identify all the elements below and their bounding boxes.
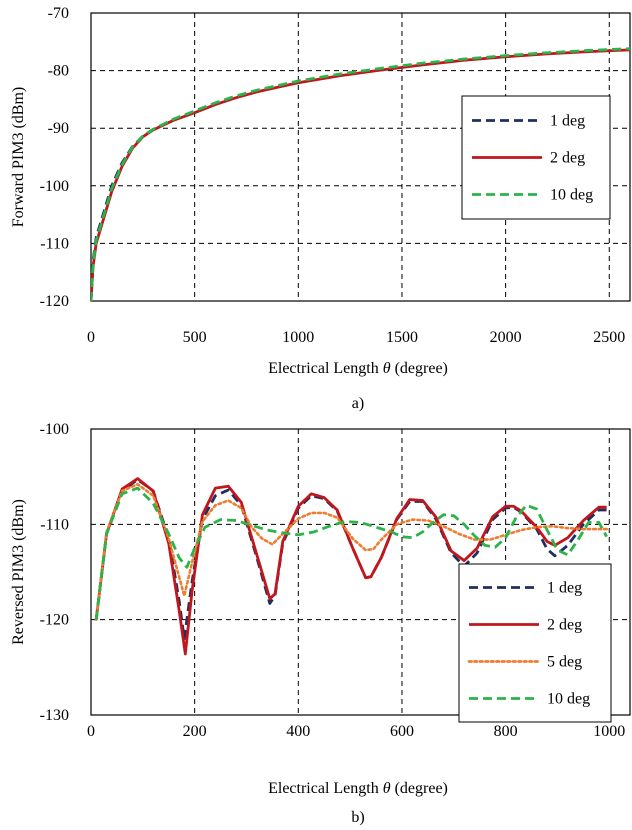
chart-a-ytick-label: -100: [40, 178, 69, 195]
chart-b-series-5-deg: [94, 482, 608, 621]
chart-a-xtick-label: 500: [183, 329, 207, 346]
chart-a-ytick-label: -70: [48, 5, 69, 22]
chart-b-series-10-deg: [94, 486, 608, 620]
chart-b-legend-label: 2 deg: [547, 617, 582, 634]
chart-a-frame: [90, 12, 631, 302]
chart-a-ytick-labels: -120 -110 -100 -90 -80 -70: [40, 5, 69, 310]
chart-b-xtick-label: 1000: [593, 723, 625, 740]
chart-a-ytick-label: -80: [48, 63, 69, 80]
chart-b-xtick-label: 200: [183, 723, 207, 740]
chart-a-x-axis-label: Electrical Length θ (degree): [268, 360, 448, 377]
chart-a-y-axis-label: Forward PIM3 (dBm): [10, 87, 27, 227]
chart-a-xtick-labels: 0 500 1000 1500 2000 2500: [87, 329, 625, 346]
chart-a: 0 500 1000 1500 2000 2500 -120-110-100-90-80-…: [10, 5, 631, 412]
chart-b-legend-label: 1 deg: [547, 580, 582, 597]
chart-a-series-layer: [91, 47, 631, 302]
chart-b-xtick-label: 0: [87, 723, 95, 740]
chart-a-legend-label: 1 deg: [550, 113, 585, 130]
chart-b-x-axis-label: Electrical Length θ (degree): [268, 780, 448, 797]
chart-b-frame: [90, 428, 631, 716]
chart-b-xtick-labels: 0 200 400 600 800 1000: [87, 723, 625, 740]
chart-b-caption: b): [351, 809, 364, 826]
chart-a-plot-frame: [90, 12, 631, 302]
chart-b-legend-box: [458, 563, 612, 723]
chart-b-plot-frame: [90, 428, 631, 716]
chart-a-caption: a): [352, 395, 364, 412]
chart-b-ytick-labels: -130 -120 -110 -100: [40, 421, 69, 724]
chart-b-ytick-label: -100: [40, 421, 69, 438]
chart-b-legend: 1 deg 2 deg 5 deg 10 deg: [458, 563, 612, 723]
chart-b-y-axis-label: Reversed PIM3 (dBm): [10, 499, 27, 645]
chart-a-ytick-label: -110: [40, 235, 69, 252]
chart-a-xtick-label: 1000: [282, 329, 314, 346]
chart-b-xtick-label: 600: [390, 723, 414, 740]
chart-b-ytick-label: -120: [40, 612, 69, 629]
chart-a-legend-label: 10 deg: [550, 187, 593, 204]
chart-a-ytick-label: -90: [48, 120, 69, 137]
chart-b-legend-label: 10 deg: [547, 691, 590, 708]
chart-a-series-10-deg: [91, 47, 631, 302]
chart-a-legend: 1 deg 2 deg 10 deg: [461, 95, 611, 220]
chart-b-xtick-label: 800: [494, 723, 518, 740]
chart-b-xtick-label: 400: [286, 723, 310, 740]
chart-b-ytick-label: -130: [40, 707, 69, 724]
chart-b: 0 200 400 600 800 1000 -130 -120 -110 -100 Elect…: [10, 421, 631, 826]
chart-a-legend-label: 2 deg: [550, 150, 585, 167]
chart-b-ytick-label: -110: [40, 516, 69, 533]
chart-b-legend-label: 5 deg: [547, 654, 582, 671]
chart-a-xtick-label: 1500: [386, 329, 418, 346]
chart-a-xtick-label: 2500: [593, 329, 625, 346]
chart-a-xtick-label: 0: [87, 329, 95, 346]
chart-a-xtick-label: 2000: [490, 329, 522, 346]
chart-b-series-layer: [94, 477, 608, 656]
chart-a-ytick-label: -120: [40, 293, 69, 310]
